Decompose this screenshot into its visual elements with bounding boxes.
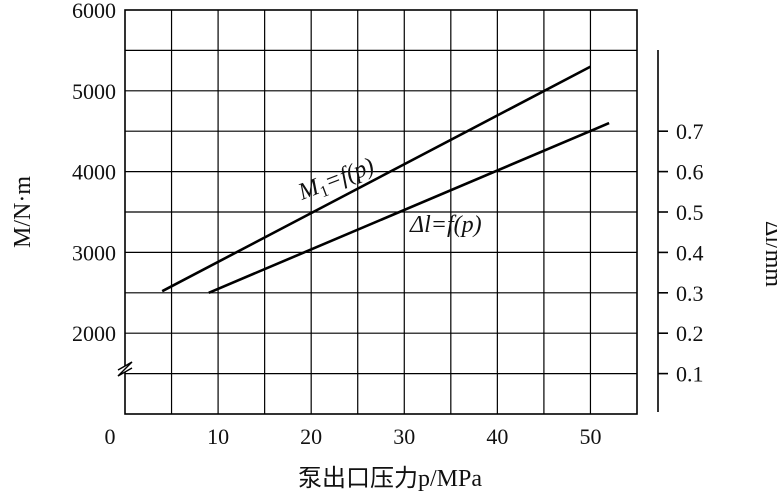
series-line-m1 bbox=[161, 65, 592, 293]
series-line-dl bbox=[208, 121, 610, 294]
x-tick-label: 0 bbox=[105, 424, 116, 449]
y-right-tick-label: 0.4 bbox=[676, 240, 704, 265]
x-tick-label: 20 bbox=[300, 424, 322, 449]
y-left-axis-title: M/N·m bbox=[10, 176, 36, 248]
y-left-tick-label: 3000 bbox=[72, 240, 116, 265]
x-tick-labels: 0 10 20 30 40 50 bbox=[105, 424, 602, 449]
y-right-tick-label: 0.5 bbox=[676, 200, 704, 225]
axis-break-mark bbox=[117, 361, 133, 377]
plot-frame bbox=[124, 9, 638, 415]
y-left-tick-label: 6000 bbox=[72, 0, 116, 23]
y-right-tick-label: 0.3 bbox=[676, 281, 704, 306]
y-left-tick-label: 2000 bbox=[72, 321, 116, 346]
y-right-tick-label: 0.6 bbox=[676, 160, 704, 185]
series-label-dl: Δl=f(p) bbox=[409, 212, 482, 238]
y-right-tick-label: 0.2 bbox=[676, 321, 704, 346]
x-tick-label: 50 bbox=[579, 424, 601, 449]
y-left-tick-label: 5000 bbox=[72, 79, 116, 104]
x-tick-label: 40 bbox=[486, 424, 508, 449]
series-lines bbox=[161, 65, 610, 294]
y-right-tick-labels: 0.1 0.2 0.3 0.4 0.5 0.6 0.7 bbox=[658, 119, 704, 387]
y-right-tick-label: 0.1 bbox=[676, 362, 704, 387]
x-tick-label: 30 bbox=[393, 424, 415, 449]
y-right-axis-title: Δl/mm bbox=[760, 221, 777, 287]
x-tick-label: 10 bbox=[207, 424, 229, 449]
y-left-tick-label: 4000 bbox=[72, 160, 116, 185]
y-right-tick-label: 0.7 bbox=[676, 119, 704, 144]
x-axis-title: 泵出口压力p/MPa bbox=[298, 465, 482, 492]
y-left-tick-labels: 2000 3000 4000 5000 6000 bbox=[72, 0, 116, 346]
grid-lines bbox=[125, 10, 637, 414]
